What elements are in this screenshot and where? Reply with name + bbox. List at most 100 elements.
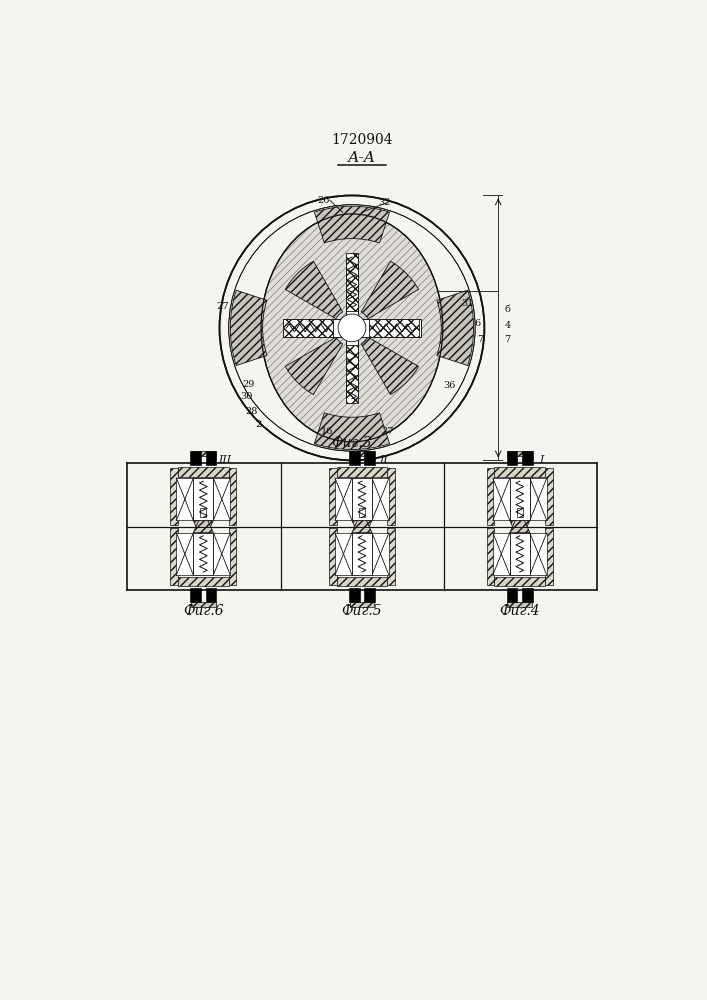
Polygon shape [193, 517, 214, 533]
Bar [190, 588, 201, 602]
Text: б: б [504, 306, 510, 314]
Wedge shape [315, 413, 390, 450]
Polygon shape [352, 517, 372, 533]
Bar [517, 536, 523, 545]
Bar [545, 528, 553, 585]
Polygon shape [352, 520, 372, 536]
Text: III: III [218, 455, 231, 465]
Bar [350, 451, 374, 456]
Wedge shape [230, 290, 267, 365]
Polygon shape [510, 517, 530, 533]
Bar [191, 602, 216, 607]
Bar [508, 451, 532, 456]
Text: 16: 16 [320, 427, 333, 436]
Text: 4: 4 [504, 321, 510, 330]
Bar [507, 588, 518, 602]
Bar [545, 468, 553, 525]
Text: Фиг.6: Фиг.6 [183, 604, 223, 618]
Bar [387, 528, 395, 585]
Ellipse shape [261, 214, 443, 442]
Polygon shape [510, 520, 530, 536]
Bar [493, 533, 510, 575]
Bar [349, 451, 360, 465]
Bar [283, 319, 333, 337]
Bar [530, 478, 547, 520]
Bar [369, 319, 419, 337]
Bar [200, 536, 206, 545]
Bar [494, 577, 545, 586]
Text: 37: 37 [381, 427, 394, 436]
Text: 36: 36 [443, 381, 456, 390]
Text: I: I [539, 455, 544, 465]
Polygon shape [285, 337, 343, 395]
Text: 30: 30 [240, 392, 252, 401]
Bar [530, 533, 547, 575]
Bar [364, 451, 375, 465]
Bar [170, 528, 178, 585]
Text: 7: 7 [504, 335, 510, 344]
Text: 6: 6 [474, 319, 481, 328]
Bar [508, 602, 532, 607]
Bar [372, 533, 389, 575]
Bar [206, 588, 216, 602]
Text: 31: 31 [461, 299, 474, 308]
Bar [346, 345, 358, 403]
Bar [346, 259, 358, 397]
Text: II: II [379, 455, 388, 465]
Bar [387, 468, 395, 525]
Text: Фиг.4: Фиг.4 [499, 604, 540, 618]
Bar [335, 478, 352, 520]
Bar [346, 253, 358, 311]
Bar [229, 528, 236, 585]
Bar [178, 467, 229, 477]
Bar [170, 468, 178, 525]
Bar [349, 588, 360, 602]
Bar [193, 478, 214, 520]
Circle shape [219, 195, 484, 460]
Bar [517, 508, 523, 517]
Bar [214, 533, 230, 575]
Bar [350, 602, 374, 607]
Bar [191, 451, 216, 456]
Circle shape [338, 314, 366, 342]
Bar [176, 478, 193, 520]
Bar [214, 478, 230, 520]
Bar [359, 536, 365, 545]
Bar [337, 577, 387, 586]
Text: 1720904: 1720904 [331, 133, 393, 147]
Bar [486, 468, 494, 525]
Text: 27: 27 [216, 302, 229, 311]
Bar [522, 588, 533, 602]
Bar [522, 451, 533, 465]
Wedge shape [437, 290, 474, 365]
Text: 7: 7 [477, 335, 484, 344]
Bar [206, 451, 216, 465]
Bar [352, 533, 372, 575]
Bar [337, 467, 387, 477]
Wedge shape [315, 206, 390, 243]
Bar [176, 533, 193, 575]
Bar [335, 533, 352, 575]
Bar [329, 528, 337, 585]
Bar [507, 451, 518, 465]
Text: 26: 26 [317, 196, 329, 205]
Bar [510, 478, 530, 520]
Bar [352, 478, 372, 520]
Text: 28: 28 [245, 407, 258, 416]
Bar [193, 533, 214, 575]
Text: 32: 32 [378, 198, 390, 207]
Bar [229, 468, 236, 525]
Polygon shape [285, 261, 343, 319]
Bar [178, 577, 229, 586]
Polygon shape [193, 520, 214, 536]
Bar [283, 319, 421, 337]
Bar [510, 533, 530, 575]
Polygon shape [361, 261, 419, 319]
Bar [493, 478, 510, 520]
Text: Фиг.3: Фиг.3 [332, 436, 373, 450]
Text: Фиг.5: Фиг.5 [341, 604, 382, 618]
Text: 29: 29 [243, 380, 255, 389]
Polygon shape [361, 337, 419, 395]
Text: А-А: А-А [348, 151, 376, 165]
Bar [329, 468, 337, 525]
